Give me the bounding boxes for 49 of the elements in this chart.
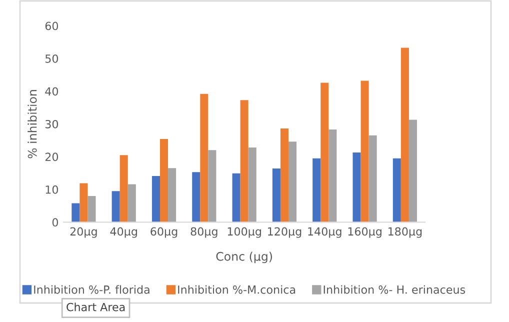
bar [192, 172, 200, 222]
bar [312, 158, 321, 222]
bar [232, 173, 240, 222]
bar [272, 168, 280, 222]
bar [392, 158, 401, 222]
text: Chart Area [66, 302, 125, 312]
bar [208, 150, 216, 222]
bar [72, 203, 80, 222]
bar [120, 155, 128, 222]
bar [240, 100, 248, 222]
bar [360, 80, 369, 222]
y-tick-label: 20 [45, 152, 58, 162]
x-tick-label: 120µg [268, 227, 302, 238]
bar [248, 148, 256, 222]
y-tick-label: 40 [45, 87, 58, 96]
bar [368, 135, 377, 222]
x-tick-label: 20µg [70, 227, 97, 238]
bar [408, 120, 417, 222]
y-tick-label: 50 [45, 54, 58, 63]
x-tick-label: 180µg [388, 227, 422, 238]
bar [168, 168, 176, 222]
bar [352, 152, 361, 222]
legend-label: Inhibition %- H. erinaceus [324, 285, 466, 294]
x-axis-title: Conc (µg) [216, 252, 272, 264]
x-tick-label: 140µg [308, 227, 342, 238]
x-tick-label: 40µg [110, 227, 137, 238]
bar [288, 142, 297, 222]
x-tick-label: 160µg [348, 227, 382, 238]
y-tick-label: 60 [45, 22, 58, 30]
legend-label: Inhibition %-M.conica [178, 285, 296, 294]
bar [328, 130, 337, 222]
bar [400, 48, 409, 222]
bar [200, 94, 208, 222]
bar [152, 176, 160, 222]
x-tick-label: 100µg [228, 227, 261, 238]
bar [320, 82, 329, 222]
bar [160, 139, 168, 222]
bar [128, 184, 136, 222]
bar [112, 191, 120, 222]
legend-label: Inhibition %-P. florida [34, 285, 150, 294]
bar [280, 128, 288, 222]
y-tick-label: 30 [45, 120, 58, 128]
x-tick-label: 80µg [190, 227, 218, 238]
y-tick-label: 10 [46, 185, 58, 194]
y-tick-label: 0 [52, 218, 58, 227]
bar [80, 183, 88, 222]
bar [88, 196, 96, 222]
x-tick-label: 60µg [150, 227, 178, 238]
y-axis-title: % inhibition [28, 90, 37, 158]
